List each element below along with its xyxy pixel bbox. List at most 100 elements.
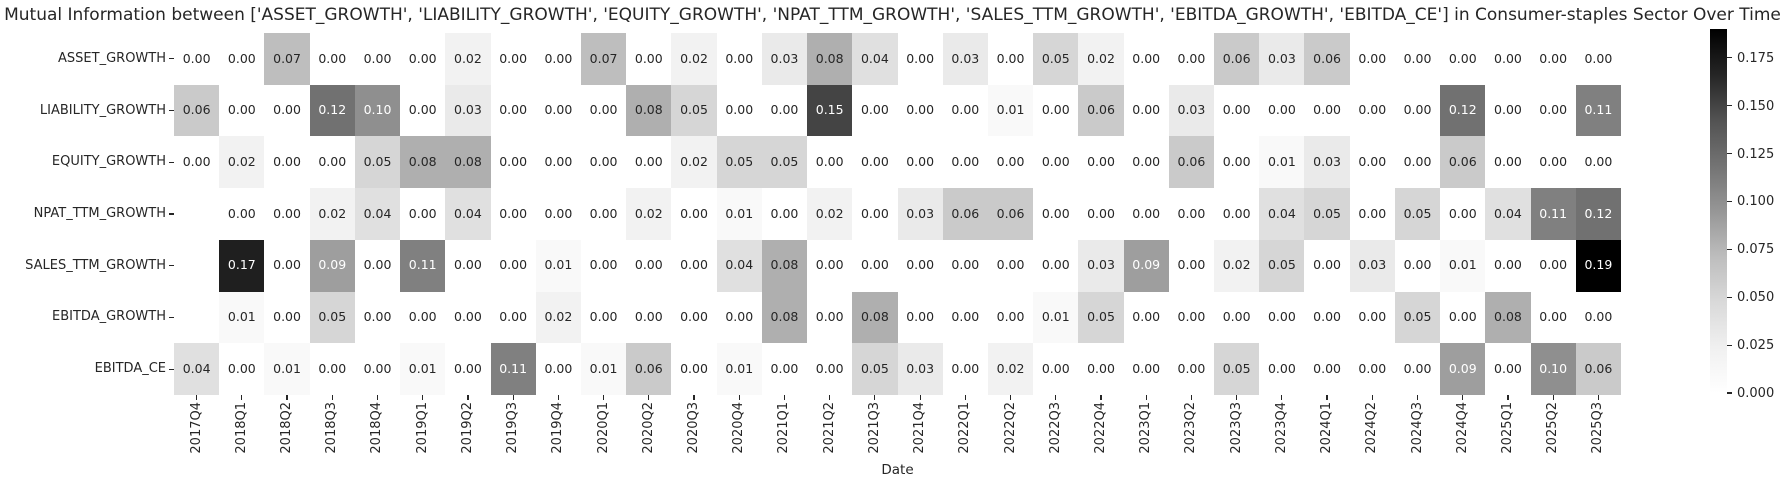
heatmap-cell: 0.00 xyxy=(897,291,943,344)
heatmap-cell: 0.00 xyxy=(1168,33,1215,85)
row-label: EBITDA_CE xyxy=(94,361,166,377)
heatmap-cell: 0.00 xyxy=(1394,343,1441,395)
heatmap-cell: 0.00 xyxy=(897,84,943,137)
heatmap-cell: 0.00 xyxy=(942,291,988,344)
heatmap-cell xyxy=(174,291,220,344)
x-tick-mark xyxy=(1281,395,1283,400)
heatmap-cell: 0.01 xyxy=(219,291,265,344)
column-label: 2025Q3 xyxy=(1590,402,1606,454)
heatmap-cell: 0.06 xyxy=(626,343,672,395)
column-label: 2024Q4 xyxy=(1454,402,1470,454)
heatmap-cell: 0.00 xyxy=(174,33,220,85)
heatmap-cell: 0.06 xyxy=(1214,33,1260,85)
heatmap-cell: 0.00 xyxy=(716,84,762,137)
x-tick-mark xyxy=(874,395,876,400)
heatmap-cell: 0.00 xyxy=(580,291,627,344)
heatmap-cell: 0.00 xyxy=(1485,136,1531,189)
heatmap-cell: 0.04 xyxy=(716,239,762,292)
heatmap-cell: 0.09 xyxy=(1440,343,1486,395)
heatmap-cell: 0.08 xyxy=(400,136,446,189)
heatmap-cell: 0.03 xyxy=(1259,33,1305,85)
heatmap-cell: 0.00 xyxy=(1304,239,1350,292)
heatmap-cell: 0.00 xyxy=(1033,136,1079,189)
heatmap-cell: 0.00 xyxy=(626,136,672,189)
heatmap-cell: 0.00 xyxy=(671,188,717,240)
heatmap-cell: 0.09 xyxy=(1123,239,1169,292)
x-axis-title: Date xyxy=(881,462,914,478)
heatmap-cell: 0.00 xyxy=(400,188,446,240)
colorbar-tick-mark xyxy=(1727,105,1732,107)
heatmap-cell: 0.00 xyxy=(1349,291,1395,344)
heatmap-cell: 0.05 xyxy=(716,136,762,189)
heatmap-cell: 0.10 xyxy=(1530,343,1576,395)
heatmap-cell: 0.02 xyxy=(807,188,853,240)
colorbar-tick-mark xyxy=(1727,200,1732,202)
heatmap-cell: 0.00 xyxy=(400,84,446,137)
heatmap-cell: 0.07 xyxy=(264,33,310,85)
heatmap-cell: 0.00 xyxy=(535,343,581,395)
heatmap-cell: 0.01 xyxy=(1440,239,1486,292)
heatmap-cell: 0.05 xyxy=(1394,188,1441,240)
x-tick-mark xyxy=(1009,395,1012,400)
heatmap-cell: 0.02 xyxy=(219,136,265,189)
heatmap-cell: 0.06 xyxy=(1078,84,1124,137)
colorbar-gradient xyxy=(1710,29,1727,393)
column-label: 2017Q4 xyxy=(188,402,204,454)
heatmap-cell: 0.00 xyxy=(580,188,627,240)
column-label: 2022Q1 xyxy=(957,402,973,454)
column-label: 2025Q1 xyxy=(1499,402,1515,454)
heatmap-cell: 0.08 xyxy=(761,291,808,344)
colorbar-tick-mark xyxy=(1727,152,1732,155)
heatmap-cell: 0.00 xyxy=(354,239,401,292)
x-tick-mark xyxy=(1236,395,1238,400)
heatmap-cell: 0.00 xyxy=(942,136,988,189)
column-label: 2021Q3 xyxy=(866,402,882,454)
heatmap-cell: 0.02 xyxy=(535,291,581,344)
heatmap-cell: 0.00 xyxy=(852,136,898,189)
heatmap-cell: 0.19 xyxy=(1575,239,1621,292)
heatmap-cell: 0.00 xyxy=(1033,84,1079,137)
colorbar-tick-mark xyxy=(1727,392,1732,394)
x-tick-mark xyxy=(829,395,831,400)
x-tick-mark xyxy=(512,395,514,400)
chart-title: Mutual Information between ['ASSET_GROWT… xyxy=(4,5,1781,25)
x-tick-mark xyxy=(1462,395,1464,400)
heatmap-cell: 0.00 xyxy=(264,84,310,137)
heatmap-cell: 0.00 xyxy=(987,291,1034,344)
heatmap-cell: 0.11 xyxy=(1575,84,1621,137)
heatmap-cell: 0.00 xyxy=(807,343,853,395)
heatmap-cell: 0.03 xyxy=(897,343,943,395)
heatmap-cell: 0.09 xyxy=(309,239,355,292)
heatmap-cell: 0.00 xyxy=(852,188,898,240)
heatmap-cell: 0.00 xyxy=(219,84,265,137)
heatmap-cell: 0.00 xyxy=(400,291,446,344)
heatmap-cell: 0.00 xyxy=(219,188,265,240)
column-label: 2020Q2 xyxy=(640,402,656,454)
heatmap-cell: 0.08 xyxy=(807,33,853,85)
heatmap-cell: 0.00 xyxy=(1259,84,1305,137)
colorbar-tick-mark xyxy=(1727,57,1732,59)
heatmap-cell: 0.05 xyxy=(671,84,717,137)
heatmap-cell: 0.00 xyxy=(264,291,310,344)
x-tick-mark xyxy=(1597,395,1599,400)
heatmap-cell: 0.04 xyxy=(174,343,220,395)
heatmap-cell: 0.00 xyxy=(219,33,265,85)
x-tick-mark xyxy=(1100,395,1102,400)
heatmap-cell: 0.12 xyxy=(309,84,355,137)
heatmap-cell: 0.00 xyxy=(1349,136,1395,189)
heatmap-cell: 0.11 xyxy=(490,343,536,395)
column-label: 2018Q1 xyxy=(233,402,249,454)
x-tick-mark xyxy=(331,395,333,400)
heatmap-cell: 0.10 xyxy=(354,84,401,137)
heatmap-cell: 0.00 xyxy=(490,291,536,344)
heatmap-cell: 0.00 xyxy=(1485,239,1531,292)
column-label: 2023Q4 xyxy=(1273,402,1289,454)
heatmap-cell: 0.05 xyxy=(852,343,898,395)
x-tick-mark xyxy=(964,395,966,400)
heatmap-cell: 0.00 xyxy=(1394,239,1441,292)
x-tick-mark xyxy=(1507,395,1509,400)
heatmap-cell: 0.00 xyxy=(807,239,853,292)
heatmap-cell: 0.00 xyxy=(671,343,717,395)
y-tick-mark xyxy=(169,213,174,215)
heatmap-cell: 0.00 xyxy=(1214,136,1260,189)
